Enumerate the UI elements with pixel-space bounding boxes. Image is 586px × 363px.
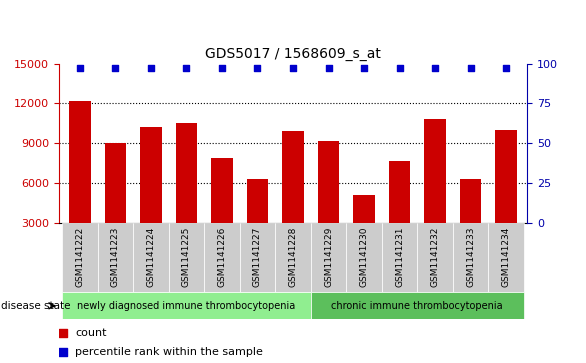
Text: GSM1141233: GSM1141233 (466, 227, 475, 287)
Point (217, 65, 227, 70)
Point (288, 65, 298, 70)
Text: chronic immune thrombocytopenia: chronic immune thrombocytopenia (332, 301, 503, 311)
Bar (275, 223, 311, 292)
Bar (105, 143, 126, 223)
Bar (62, 223, 98, 292)
Text: GSM1141222: GSM1141222 (76, 227, 84, 287)
Bar (247, 179, 268, 223)
Bar (176, 123, 197, 223)
Bar (353, 195, 374, 223)
Bar (488, 223, 524, 292)
Point (75, 65, 84, 70)
Point (466, 65, 475, 70)
Bar (212, 158, 233, 223)
Point (502, 65, 511, 70)
Bar (204, 223, 240, 292)
Text: GSM1141227: GSM1141227 (253, 227, 262, 287)
Text: count: count (75, 328, 107, 338)
Bar (133, 223, 169, 292)
Text: GSM1141234: GSM1141234 (502, 227, 510, 287)
Bar (460, 179, 481, 223)
Bar (495, 130, 517, 223)
Point (146, 65, 156, 70)
Text: GSM1141228: GSM1141228 (288, 227, 298, 287)
Text: GSM1141225: GSM1141225 (182, 227, 191, 287)
Point (359, 65, 369, 70)
Point (59, 349, 68, 355)
Bar (98, 223, 133, 292)
Text: GSM1141231: GSM1141231 (395, 227, 404, 287)
Text: GSM1141232: GSM1141232 (431, 227, 440, 287)
Point (182, 65, 191, 70)
Bar (282, 131, 304, 223)
Point (430, 65, 440, 70)
Text: GSM1141223: GSM1141223 (111, 227, 120, 287)
Point (324, 65, 333, 70)
Bar (346, 223, 382, 292)
Point (253, 65, 262, 70)
Bar (69, 101, 91, 223)
Text: GSM1141229: GSM1141229 (324, 227, 333, 287)
Bar (453, 223, 488, 292)
Text: percentile rank within the sample: percentile rank within the sample (75, 347, 263, 357)
Bar (417, 223, 453, 292)
Text: disease state: disease state (1, 301, 70, 311)
Text: GSM1141230: GSM1141230 (360, 227, 369, 287)
Title: GDS5017 / 1568609_s_at: GDS5017 / 1568609_s_at (205, 47, 381, 61)
Bar (240, 223, 275, 292)
Bar (169, 223, 204, 292)
Bar (318, 141, 339, 223)
Point (111, 65, 120, 70)
Point (395, 65, 404, 70)
Bar (62, 292, 311, 319)
Point (59, 330, 68, 336)
Bar (311, 223, 346, 292)
Bar (382, 223, 417, 292)
Bar (424, 119, 446, 223)
Text: GSM1141224: GSM1141224 (146, 227, 155, 287)
Text: newly diagnosed immune thrombocytopenia: newly diagnosed immune thrombocytopenia (77, 301, 295, 311)
Bar (311, 292, 524, 319)
Text: GSM1141226: GSM1141226 (217, 227, 226, 287)
Bar (389, 161, 410, 223)
Bar (140, 127, 162, 223)
